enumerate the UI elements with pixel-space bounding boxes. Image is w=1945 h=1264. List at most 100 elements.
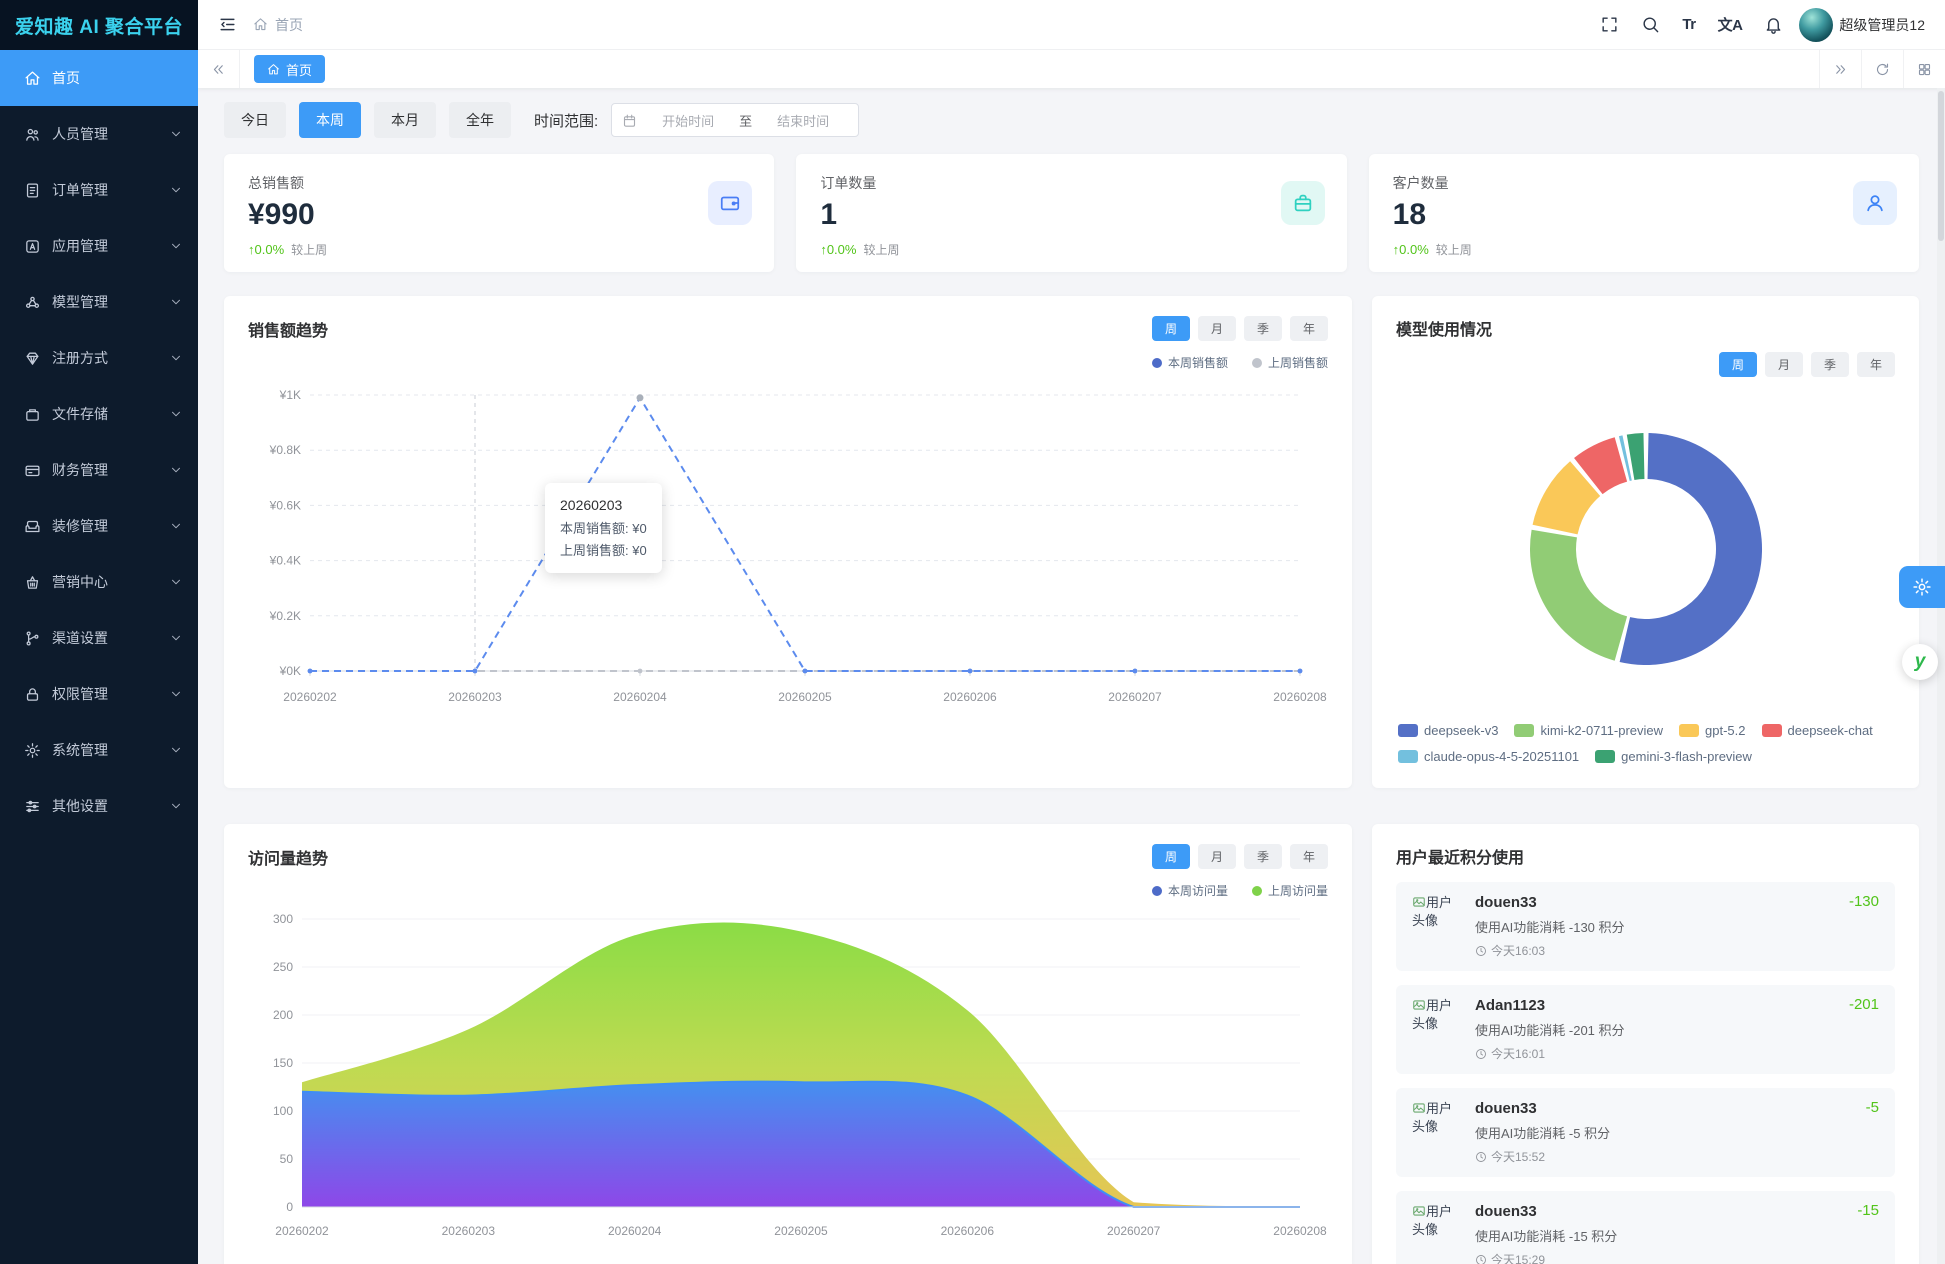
sidebar-item-首页[interactable]: 首页 (0, 50, 198, 106)
model-usage-donut-chart[interactable] (1396, 399, 1895, 699)
range-button-本周[interactable]: 本周 (299, 102, 361, 138)
period-tab-月[interactable]: 月 (1197, 844, 1236, 869)
period-tab-季[interactable]: 季 (1810, 352, 1849, 377)
date-range-input[interactable]: 开始时间 至 结束时间 (611, 103, 860, 137)
bell-icon[interactable] (1764, 15, 1783, 34)
tab-home[interactable]: 首页 (254, 55, 326, 83)
sidebar-item-label: 渠道设置 (52, 630, 108, 646)
legend-item[interactable]: 本周访问量 (1151, 882, 1228, 899)
time-filter-row: 今日 本周 本月 全年 时间范围: 开始时间 至 结束时间 (224, 102, 1919, 138)
sidebar-item-渠道设置[interactable]: 渠道设置 (0, 610, 198, 666)
range-button-今日[interactable]: 今日 (224, 102, 286, 138)
legend-item-claude-opus-4-5-20251101[interactable]: claude-opus-4-5-20251101 (1398, 749, 1579, 764)
points-list-item[interactable]: 用户头像 douen33 使用AI功能消耗 -5 积分 今天15:52 -5 (1396, 1088, 1895, 1177)
sidebar-item-label: 其他设置 (52, 798, 108, 814)
legend-item-kimi-k2-0711-preview[interactable]: kimi-k2-0711-preview (1514, 723, 1663, 738)
period-tab-年[interactable]: 年 (1856, 352, 1895, 377)
avatar-broken-image: 用户头像 (1412, 1204, 1453, 1237)
legend-item-deepseek-v3[interactable]: deepseek-v3 (1398, 723, 1498, 738)
permission-icon (24, 686, 41, 703)
points-time: 今天16:03 (1475, 942, 1625, 959)
period-tab-年[interactable]: 年 (1289, 316, 1328, 341)
sidebar-item-模型管理[interactable]: 模型管理 (0, 274, 198, 330)
period-tab-周[interactable]: 周 (1151, 844, 1190, 869)
sidebar-item-文件存储[interactable]: 文件存储 (0, 386, 198, 442)
legend-item-gemini-3-flash-preview[interactable]: gemini-3-flash-preview (1595, 749, 1752, 764)
sidebar-item-注册方式[interactable]: 注册方式 (0, 330, 198, 386)
range-button-本月[interactable]: 本月 (374, 102, 436, 138)
range-buttons: 今日 本周 本月 全年 (224, 102, 511, 138)
points-username: douen33 (1475, 1100, 1537, 1117)
fullscreen-icon[interactable] (1600, 15, 1619, 34)
sidebar-item-权限管理[interactable]: 权限管理 (0, 666, 198, 722)
sales-legend: 本周销售额 上周销售额 (248, 354, 1328, 371)
user-name[interactable]: 超级管理员12 (1839, 16, 1925, 33)
svg-text:300: 300 (273, 912, 293, 926)
sidebar-item-订单管理[interactable]: 订单管理 (0, 162, 198, 218)
layout-grid-icon (1917, 62, 1932, 77)
end-date-placeholder: 结束时间 (777, 113, 830, 129)
points-amount: -5 (1865, 1099, 1879, 1116)
sidebar-item-营销中心[interactable]: 营销中心 (0, 554, 198, 610)
svg-text:20260206: 20260206 (941, 1224, 995, 1238)
customer-service-button[interactable]: y (1902, 644, 1938, 680)
models-period-tabs: 周月季年 (1396, 352, 1895, 377)
sales-line-chart[interactable]: ¥0K ¥0.2K ¥0.4K ¥0.6K ¥0.8K ¥1K 20260202 202602… (248, 379, 1328, 714)
chevron-down-icon (170, 296, 182, 308)
font-size-icon[interactable]: Tr (1682, 16, 1696, 33)
chevron-down-icon (170, 632, 182, 644)
search-icon[interactable] (1641, 15, 1660, 34)
translate-icon[interactable]: 文A (1717, 17, 1743, 34)
points-list-item[interactable]: 用户头像 douen33 使用AI功能消耗 -15 积分 今天15:29 -15 (1396, 1191, 1895, 1264)
sidebar-item-装修管理[interactable]: 装修管理 (0, 498, 198, 554)
legend-item[interactable]: 上周销售额 (1251, 354, 1328, 371)
user-avatar[interactable] (1799, 7, 1834, 42)
broken-image-icon (1413, 1206, 1425, 1216)
chevron-down-icon (170, 184, 182, 196)
sidebar-item-系统管理[interactable]: 系统管理 (0, 722, 198, 778)
tab-bar: 首页 (198, 50, 1945, 88)
period-tab-月[interactable]: 月 (1764, 352, 1803, 377)
points-time: 今天16:01 (1475, 1045, 1625, 1062)
storage-icon (24, 406, 41, 423)
tabs-scroll-left-icon[interactable] (198, 50, 240, 88)
period-tab-周[interactable]: 周 (1151, 316, 1190, 341)
sidebar-item-label: 注册方式 (52, 350, 108, 366)
refresh-icon[interactable] (1861, 50, 1903, 88)
points-item-info: douen33 使用AI功能消耗 -5 积分 今天15:52 (1475, 1100, 1610, 1165)
legend-item-gpt-5.2[interactable]: gpt-5.2 (1679, 723, 1746, 738)
sidebar-item-人员管理[interactable]: 人员管理 (0, 106, 198, 162)
points-list-item[interactable]: 用户头像 Adan1123 使用AI功能消耗 -201 积分 今天16:01 -… (1396, 985, 1895, 1074)
stat-card-订单数量: 订单数量 1 ↑0.0% 较上周 (796, 154, 1347, 272)
period-tab-月[interactable]: 月 (1197, 316, 1236, 341)
visits-area-chart[interactable]: 0 50 100 150 200 250 300 20260202 20260203 202602… (248, 907, 1328, 1248)
scrollbar[interactable] (1937, 88, 1945, 1264)
tabs-scroll-right-icon[interactable] (1819, 50, 1861, 88)
sidebar-item-其他设置[interactable]: 其他设置 (0, 778, 198, 834)
legend-item-deepseek-chat[interactable]: deepseek-chat (1761, 723, 1873, 738)
sidebar-item-财务管理[interactable]: 财务管理 (0, 442, 198, 498)
settings-gear-button[interactable] (1899, 566, 1945, 608)
points-list-item[interactable]: 用户头像 douen33 使用AI功能消耗 -130 积分 今天16:03 -1… (1396, 882, 1895, 971)
system-icon (24, 742, 41, 759)
layout-grid-icon[interactable] (1903, 50, 1945, 88)
period-tab-季[interactable]: 季 (1243, 844, 1282, 869)
legend-item[interactable]: 本周销售额 (1151, 354, 1228, 371)
clock-icon (1476, 1048, 1486, 1059)
period-tab-季[interactable]: 季 (1243, 316, 1282, 341)
legend-item[interactable]: 上周访问量 (1251, 882, 1328, 899)
chevron-down-icon (170, 800, 182, 812)
svg-text:20260204: 20260204 (613, 690, 667, 704)
clock-icon (1476, 1151, 1486, 1162)
range-button-全年[interactable]: 全年 (449, 102, 511, 138)
chevron-down-icon (170, 408, 182, 420)
visits-trend-card: 访问量趋势 周月季年 本周访问量 上周访问量 0 50 100 150 200 250 300… (224, 824, 1352, 1264)
svg-text:150: 150 (273, 1056, 293, 1070)
period-tab-周[interactable]: 周 (1718, 352, 1757, 377)
sidebar-item-应用管理[interactable]: 应用管理 (0, 218, 198, 274)
sales-trend-title: 销售额趋势 (248, 322, 329, 340)
svg-text:20260206: 20260206 (943, 690, 997, 704)
sidebar-item-label: 系统管理 (52, 742, 108, 758)
svg-text:20260207: 20260207 (1107, 1224, 1161, 1238)
period-tab-年[interactable]: 年 (1289, 844, 1328, 869)
